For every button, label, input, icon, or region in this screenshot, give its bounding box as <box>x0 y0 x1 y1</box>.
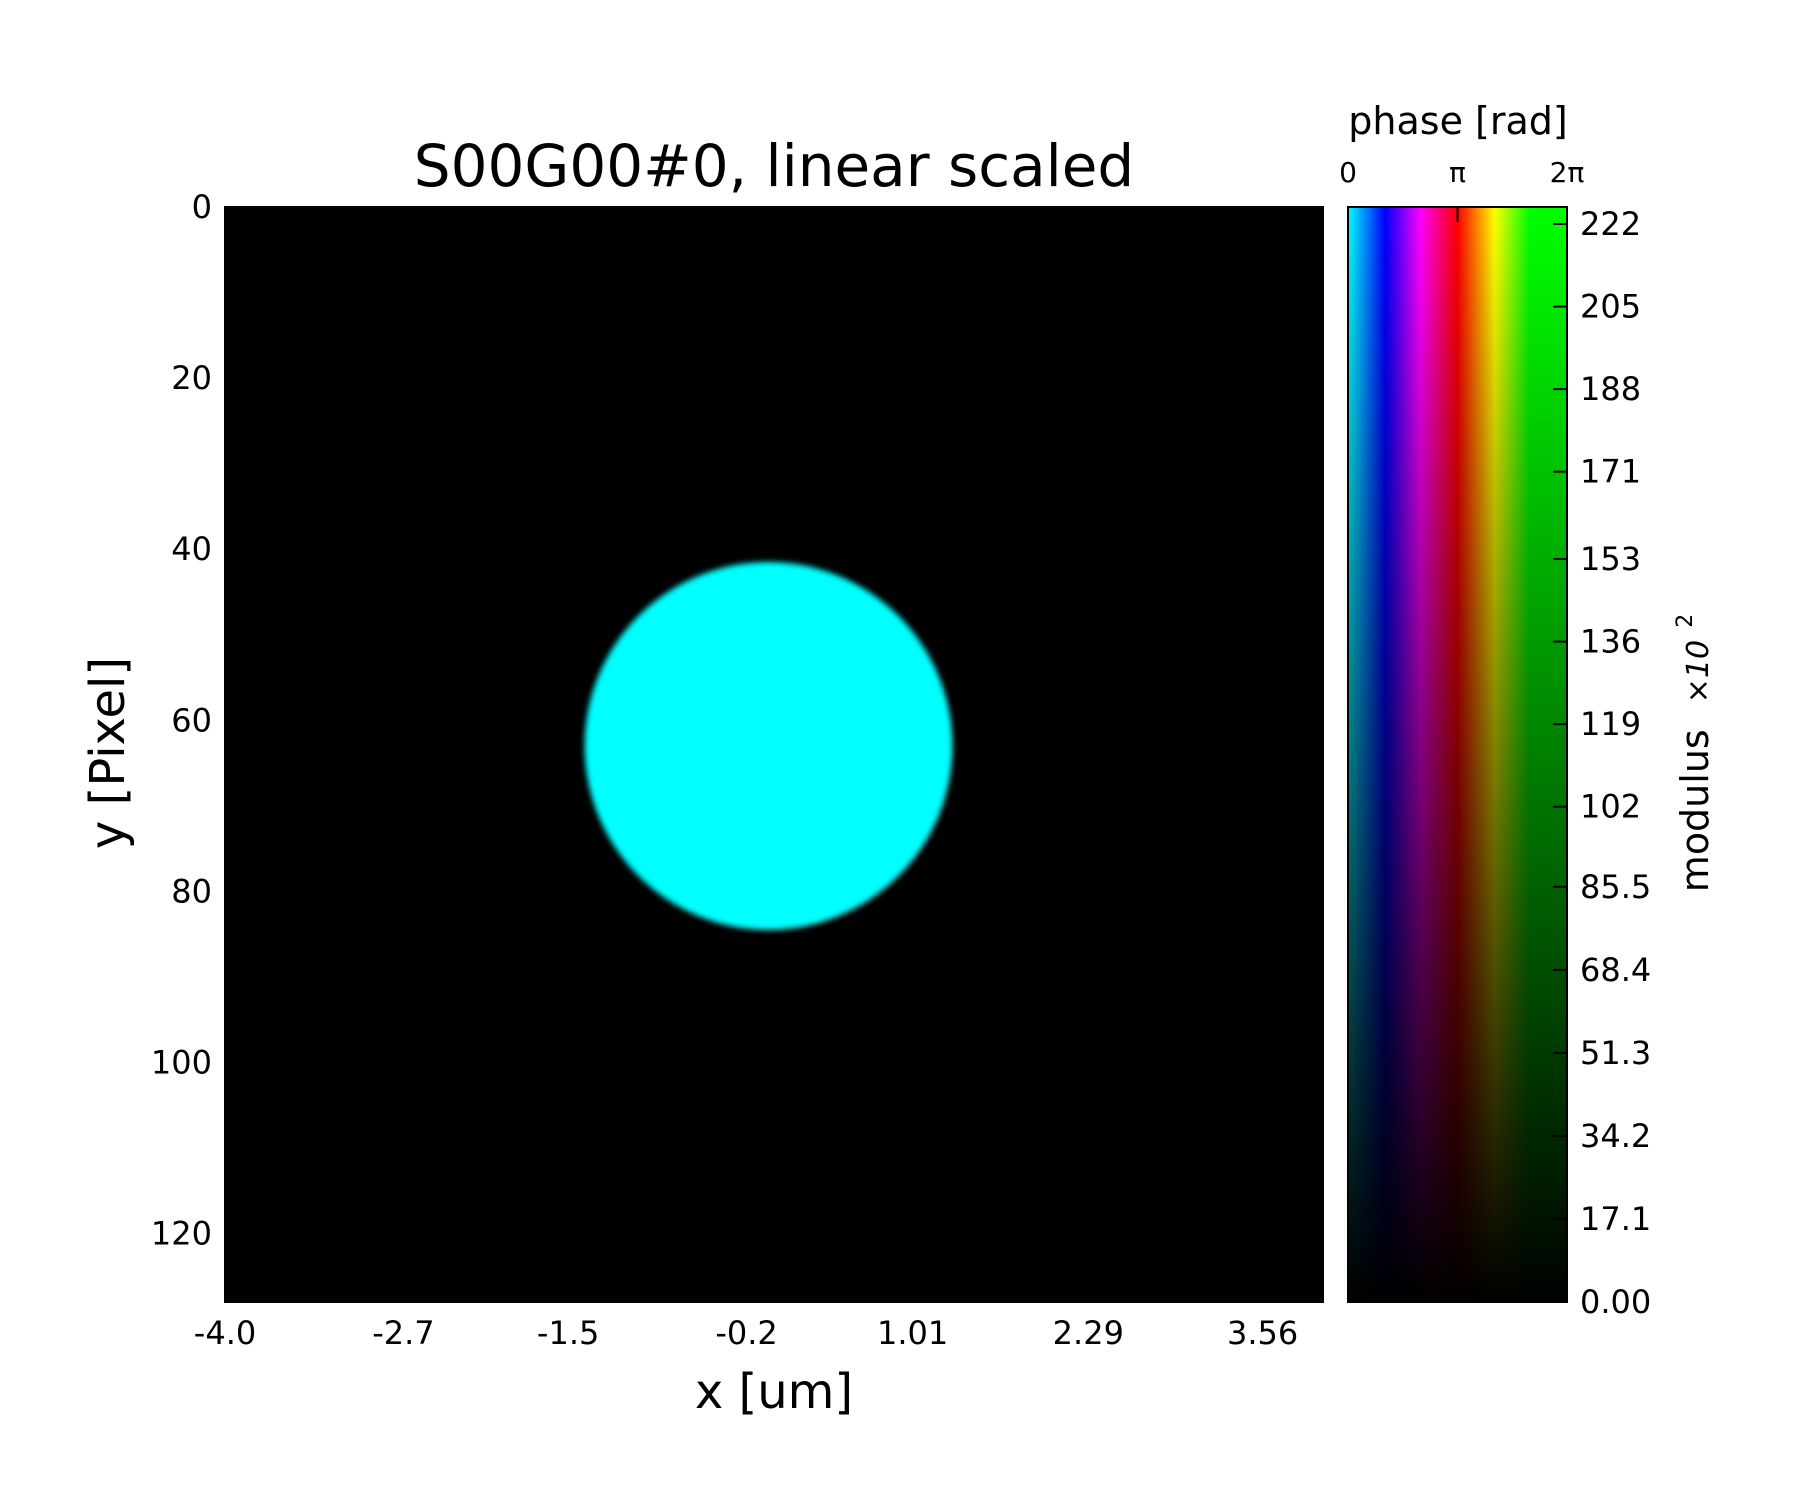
colorbar-modulus-shade <box>1348 207 1567 1302</box>
phase-tick-label: 2π <box>1550 156 1585 189</box>
modulus-tick-label: 153 <box>1580 540 1641 578</box>
modulus-tick-label: 205 <box>1580 288 1641 326</box>
modulus-tick-label: 102 <box>1580 788 1641 826</box>
chart-title: S00G00#0, linear scaled <box>414 132 1135 200</box>
x-tick-label: -0.2 <box>715 1314 777 1352</box>
modulus-tick-label: 188 <box>1580 370 1641 408</box>
phase-tick-label: 0 <box>1339 156 1357 189</box>
x-axis-label: x [um] <box>695 1364 853 1420</box>
cyan-disk <box>584 562 953 930</box>
y-tick-label: 120 <box>151 1215 212 1253</box>
modulus-tick-label: 17.1 <box>1580 1200 1651 1238</box>
colorbar-phase-ticks: 0 π 2π <box>1339 156 1584 222</box>
x-tick-label: -4.0 <box>194 1314 256 1352</box>
y-axis-label: y [Pixel] <box>80 657 136 849</box>
phase-tick-label: π <box>1449 156 1466 189</box>
y-tick-label: 20 <box>171 359 212 397</box>
modulus-tick-label: 136 <box>1580 623 1641 661</box>
plot-frame <box>224 206 1324 1303</box>
modulus-tick-label: 34.2 <box>1580 1117 1651 1155</box>
modulus-tick-label: 222 <box>1580 205 1641 243</box>
y-tick-label: 40 <box>171 530 212 568</box>
modulus-tick-label: 119 <box>1580 705 1641 743</box>
y-tick-label: 60 <box>171 701 212 739</box>
modulus-tick-label: 51.3 <box>1580 1034 1651 1072</box>
y-tick-label: 80 <box>171 872 212 910</box>
y-tick-labels: 0 20 40 60 80 100 120 <box>151 188 212 1253</box>
x-tick-labels: -4.0 -2.7 -1.5 -0.2 1.01 2.29 3.56 <box>194 1314 1298 1352</box>
y-tick-label: 100 <box>151 1043 212 1081</box>
modulus-tick-label: 171 <box>1580 453 1641 491</box>
x-tick-label: -1.5 <box>537 1314 599 1352</box>
x-tick-label: 2.29 <box>1053 1314 1124 1352</box>
x-tick-label: 1.01 <box>877 1314 948 1352</box>
modulus-tick-label: 0.00 <box>1580 1283 1651 1321</box>
colorbar-modulus-label: modulus ×10 2 <box>1673 614 1717 892</box>
x-tick-label: 3.56 <box>1227 1314 1298 1352</box>
modulus-tick-label: 68.4 <box>1580 951 1651 989</box>
y-tick-label: 0 <box>192 188 212 226</box>
x-tick-label: -2.7 <box>372 1314 434 1352</box>
colorbar-modulus-ticks: 222 205 188 171 153 136 119 102 85.5 68.4 51.3 34.2… <box>1553 205 1651 1321</box>
colorbar-phase-label: phase [rad] <box>1348 99 1567 143</box>
modulus-tick-label: 85.5 <box>1580 868 1651 906</box>
